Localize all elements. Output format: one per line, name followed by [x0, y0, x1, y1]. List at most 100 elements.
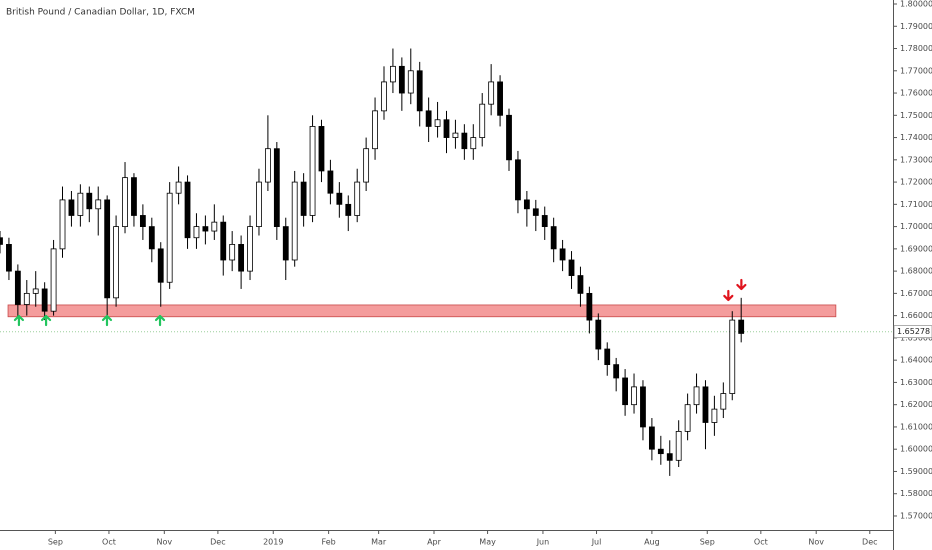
y-tick-label: 1.67000 — [900, 289, 932, 298]
x-tick-label: Nov — [808, 538, 824, 547]
candle-body — [139, 215, 146, 228]
candle-body — [354, 181, 361, 216]
y-tick-label: 1.59000 — [900, 467, 932, 476]
y-tick-label: 1.75000 — [900, 111, 932, 120]
candle-body — [256, 181, 262, 228]
candle-body — [95, 199, 102, 210]
candle-body — [131, 177, 137, 216]
candle-body — [515, 159, 521, 201]
candle-body — [23, 292, 30, 305]
x-tick-label: Nov — [156, 538, 172, 547]
candle-body — [613, 364, 620, 379]
chart-title: British Pound / Canadian Dollar, 1D, FXC… — [6, 8, 195, 18]
y-tick-label: 1.70000 — [900, 222, 932, 231]
candle-body — [6, 244, 12, 272]
candle-body — [247, 226, 253, 272]
x-tick-label: Sep — [48, 538, 63, 547]
candle-body — [604, 348, 611, 366]
candle-body — [68, 199, 75, 216]
candle-body — [416, 70, 423, 112]
candle-body — [41, 288, 48, 312]
candle-body — [631, 386, 637, 406]
y-tick-label: 1.62000 — [900, 400, 932, 409]
y-tick-label: 1.66000 — [900, 311, 932, 320]
candle-body — [14, 270, 21, 305]
candle-body — [113, 226, 119, 299]
candle-body — [720, 393, 727, 410]
candle-body — [336, 192, 343, 205]
candle-body — [559, 248, 566, 261]
candle-body — [211, 221, 218, 232]
candle-body — [541, 215, 548, 228]
candle-body — [381, 81, 387, 112]
candle-body — [738, 319, 745, 334]
candle-body — [184, 181, 191, 239]
support-arrow — [154, 314, 166, 327]
candle-body — [675, 430, 682, 461]
candle-body — [666, 453, 673, 461]
candle-body — [104, 199, 111, 299]
y-tick-label: 1.69000 — [900, 244, 932, 253]
candle-body — [648, 426, 655, 450]
x-tick-label: Oct — [102, 538, 116, 547]
y-tick-label: 1.71000 — [900, 200, 932, 209]
candle-body — [452, 132, 459, 138]
candle-body — [0, 237, 3, 245]
candle-body — [300, 181, 307, 216]
support-arrow — [101, 314, 113, 327]
y-tick-label: 1.78000 — [900, 44, 932, 53]
candle-body — [657, 448, 664, 455]
resistance-arrow — [723, 289, 734, 302]
y-tick-label: 1.57000 — [900, 511, 932, 520]
candle-body — [32, 288, 39, 294]
candle-body — [595, 319, 602, 350]
candle-body — [77, 192, 84, 216]
x-tick-label: Sep — [700, 538, 715, 547]
x-tick-label: Feb — [322, 538, 336, 547]
x-tick-label: 2019 — [263, 538, 283, 547]
last-price-label: 1.65278 — [897, 327, 930, 336]
y-tick-label: 1.64000 — [900, 356, 932, 365]
candle-body — [532, 208, 539, 216]
candle-body — [318, 126, 325, 172]
candle-body — [506, 114, 512, 161]
x-tick-label: Dec — [210, 538, 225, 547]
x-tick-label: May — [479, 538, 496, 547]
candle-body — [148, 226, 155, 250]
candle-body — [729, 319, 736, 394]
support-arrow — [13, 314, 25, 327]
candle-body — [363, 148, 370, 183]
candle-body — [193, 226, 200, 239]
x-tick-label: Dec — [862, 538, 877, 547]
candle-body — [202, 226, 209, 232]
candle-body — [479, 103, 486, 138]
candle-body — [282, 226, 289, 261]
candle-body — [273, 148, 280, 228]
candle-body — [166, 192, 173, 283]
y-tick-label: 1.60000 — [900, 445, 932, 454]
candle-body — [497, 81, 503, 116]
candle-body — [488, 81, 495, 105]
candle-body — [157, 248, 164, 283]
y-tick-label: 1.63000 — [900, 378, 932, 387]
candle-body — [398, 65, 405, 94]
zone — [7, 304, 837, 318]
candle-body — [291, 181, 298, 261]
candle-body — [86, 192, 93, 210]
candle-body — [390, 65, 396, 83]
y-tick-label: 1.73000 — [900, 155, 932, 164]
y-tick-label: 1.58000 — [900, 489, 932, 498]
y-tick-label: 1.74000 — [900, 133, 932, 142]
candle-body — [238, 244, 245, 272]
candle-body — [470, 137, 477, 150]
candle-body — [702, 386, 709, 423]
x-tick-label: Apr — [427, 538, 442, 547]
support-arrow — [40, 314, 52, 327]
candle-body — [59, 199, 66, 250]
candle-body — [461, 132, 468, 150]
x-tick-label: Jun — [536, 538, 550, 547]
candle-body — [345, 203, 352, 216]
y-tick-label: 1.76000 — [900, 89, 932, 98]
candle-body — [229, 244, 236, 261]
